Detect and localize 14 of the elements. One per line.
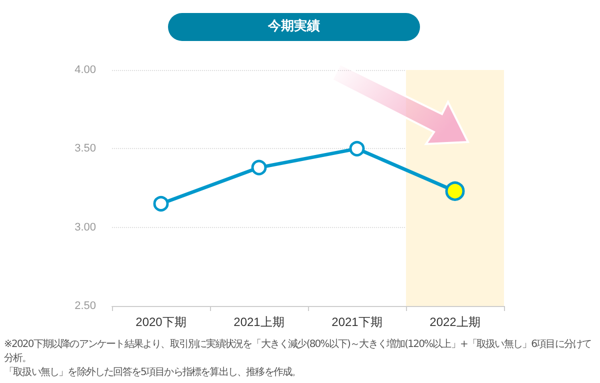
text: ※2020下期以降のアンケート結果より、取引別に実績状況を「大きく減少(80%以下)～大きく増加(120%以上」+「取扱い無し」6項目に分けて分析。	[4, 338, 592, 366]
x-tick-label: 2021下期	[332, 315, 382, 329]
text: 「取扱い無し」を除外した回答を5項目から指標を算出し、推移を作成。	[4, 366, 302, 380]
y-tick-label: 3.00	[74, 221, 96, 234]
point	[349, 140, 365, 156]
y-tick-label: 4.00	[74, 64, 96, 76]
x-tick-label: 2020下期	[136, 315, 186, 329]
x-tick-label: 2021上期	[234, 315, 284, 329]
y-tick-label: 2.50	[74, 300, 96, 312]
point	[153, 196, 169, 212]
y-tick-label: 3.50	[74, 142, 96, 155]
chart-title: 今期実績	[168, 13, 420, 41]
point	[251, 160, 267, 176]
x-tick-label: 2022上期	[430, 315, 480, 329]
